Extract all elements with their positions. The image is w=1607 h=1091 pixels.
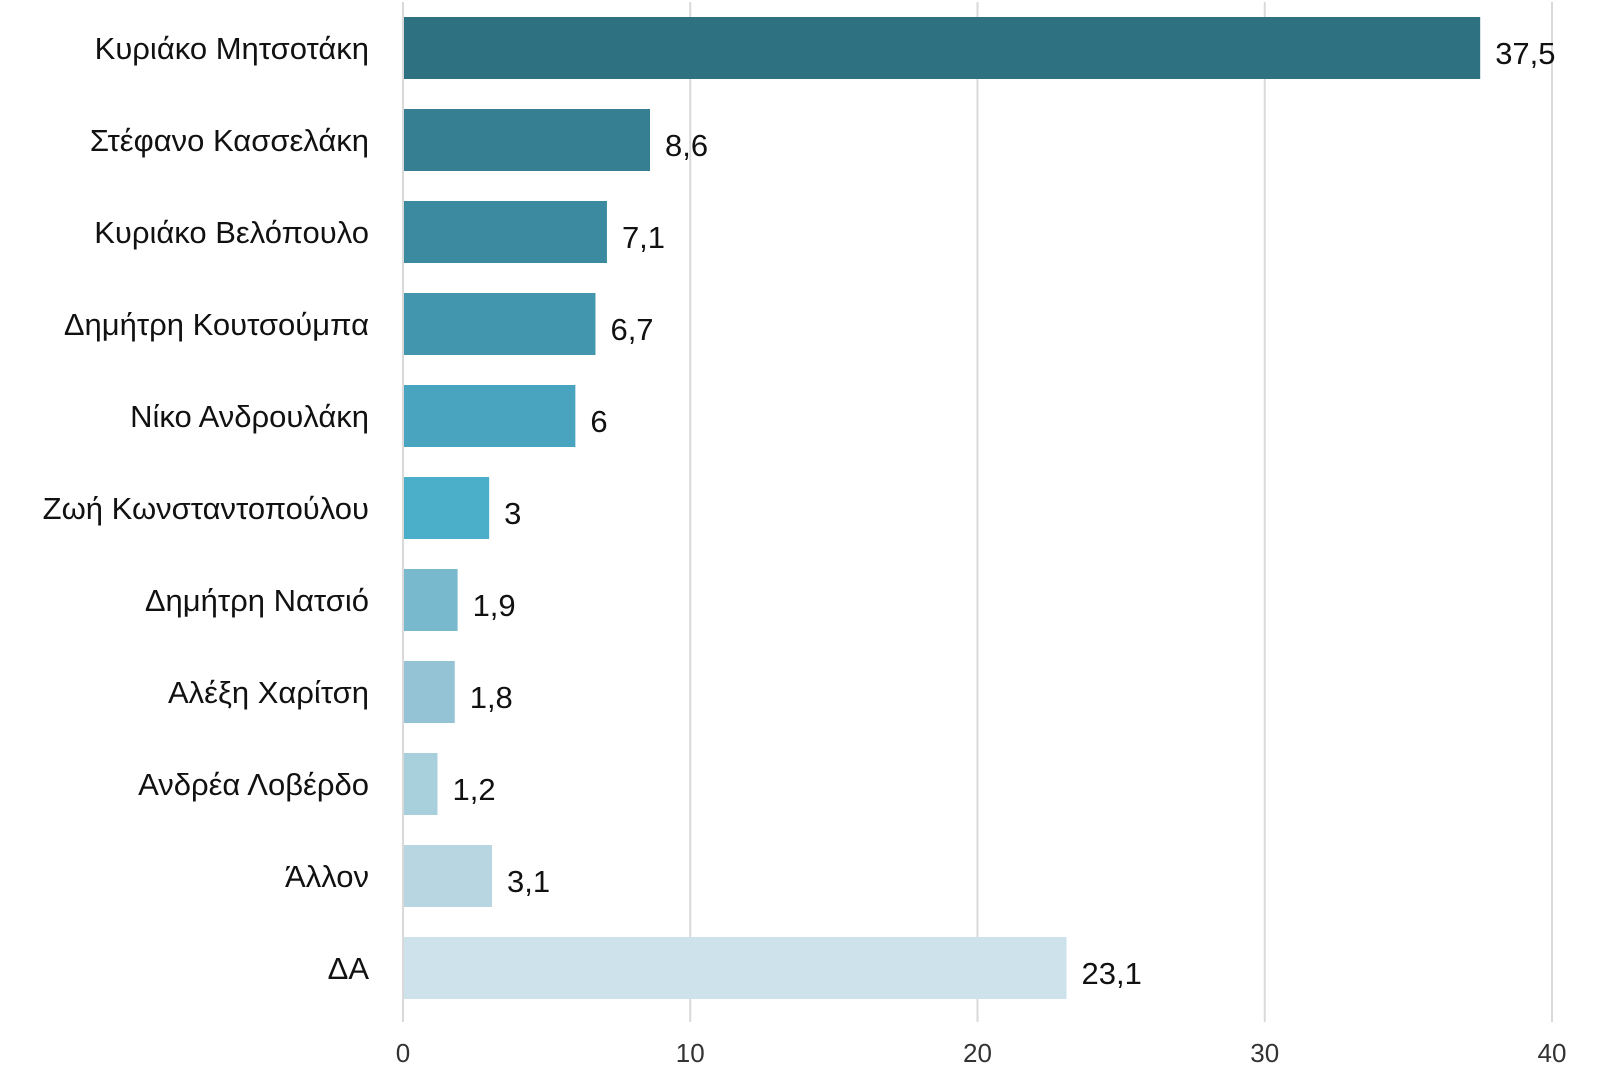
bar-10 xyxy=(404,937,1067,999)
category-label-5: Ζωή Κωνσταντοπούλου xyxy=(43,491,369,526)
value-label-4: 6 xyxy=(590,404,607,439)
category-label-3: Δημήτρη Κουτσούμπα xyxy=(64,307,369,342)
value-label-3: 6,7 xyxy=(610,312,653,347)
bar-3 xyxy=(404,293,596,355)
category-label-6: Δημήτρη Νατσιό xyxy=(145,583,369,618)
x-tick-label-30: 30 xyxy=(1250,1038,1279,1068)
bar-2 xyxy=(404,201,607,263)
category-label-7: Αλέξη Χαρίτση xyxy=(168,675,369,710)
bar-7 xyxy=(404,661,455,723)
x-tick-label-20: 20 xyxy=(963,1038,992,1068)
value-label-7: 1,8 xyxy=(470,680,513,715)
category-label-4: Νίκο Ανδρουλάκη xyxy=(130,399,369,434)
bar-8 xyxy=(404,753,438,815)
category-label-8: Ανδρέα Λοβέρδο xyxy=(138,767,369,802)
bars-layer xyxy=(404,17,1481,999)
x-tick-label-0: 0 xyxy=(396,1038,410,1068)
bar-5 xyxy=(404,477,490,539)
x-axis-ticks: 0 10 20 30 40 xyxy=(396,1038,1567,1068)
bar-6 xyxy=(404,569,458,631)
category-label-1: Στέφανο Κασσελάκη xyxy=(90,123,369,158)
grid-layer xyxy=(402,2,1553,1022)
category-label-2: Κυριάκο Βελόπουλο xyxy=(94,215,369,250)
bar-4 xyxy=(404,385,576,447)
value-label-0: 37,5 xyxy=(1495,36,1555,71)
labels-layer: Κυριάκο Μητσοτάκη 37,5 Στέφανο Κασσελάκη 8,… xyxy=(43,31,1556,991)
category-label-10: ΔΑ xyxy=(328,951,370,986)
value-label-8: 1,2 xyxy=(452,772,495,807)
bar-1 xyxy=(404,109,651,171)
x-tick-label-10: 10 xyxy=(676,1038,705,1068)
value-label-2: 7,1 xyxy=(622,220,665,255)
value-label-6: 1,9 xyxy=(473,588,516,623)
value-label-10: 23,1 xyxy=(1082,956,1142,991)
value-label-1: 8,6 xyxy=(665,128,708,163)
category-label-0: Κυριάκο Μητσοτάκη xyxy=(95,31,369,66)
x-tick-label-40: 40 xyxy=(1538,1038,1567,1068)
bar-0 xyxy=(404,17,1481,79)
value-label-5: 3 xyxy=(504,496,521,531)
bar-9 xyxy=(404,845,493,907)
value-label-9: 3,1 xyxy=(507,864,550,899)
category-label-9: Άλλον xyxy=(285,859,369,894)
